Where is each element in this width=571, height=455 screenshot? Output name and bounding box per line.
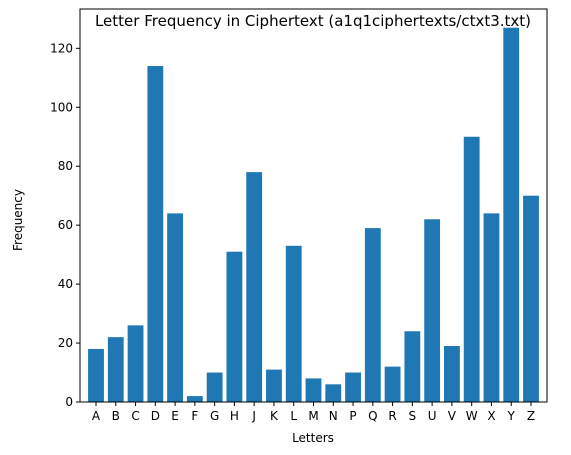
y-tick-label-40: 40 bbox=[58, 277, 73, 291]
bar-w bbox=[463, 136, 480, 402]
bar-e bbox=[167, 213, 183, 402]
bar-g bbox=[206, 372, 223, 402]
bar-r bbox=[384, 366, 401, 402]
x-tick-label-n: N bbox=[329, 409, 338, 423]
bar-m bbox=[305, 378, 322, 402]
bar-q bbox=[364, 228, 381, 402]
x-tick-label-c: C bbox=[131, 409, 139, 423]
x-axis-label: Letters bbox=[292, 431, 334, 445]
x-tick-label-x: X bbox=[487, 409, 495, 423]
y-tick-label-80: 80 bbox=[58, 159, 73, 173]
x-tick-label-q: Q bbox=[368, 409, 377, 423]
y-tick-label-120: 120 bbox=[50, 41, 73, 55]
bar-z bbox=[523, 195, 539, 402]
x-tick-label-e: E bbox=[171, 409, 179, 423]
bar-j bbox=[246, 172, 263, 402]
bar-l bbox=[285, 245, 302, 402]
x-tick-label-v: V bbox=[448, 409, 457, 423]
y-tick-label-60: 60 bbox=[58, 218, 73, 232]
bar-b bbox=[107, 337, 124, 402]
bar-a bbox=[88, 348, 104, 402]
bar-x bbox=[483, 213, 500, 402]
bar-n bbox=[325, 384, 342, 402]
bar-k bbox=[266, 369, 282, 402]
x-tick-label-j: J bbox=[251, 409, 256, 423]
x-tick-label-f: F bbox=[191, 409, 198, 423]
bar-p bbox=[345, 372, 361, 402]
x-tick-label-m: M bbox=[308, 409, 318, 423]
x-tick-label-l: L bbox=[290, 409, 297, 423]
bar-v bbox=[444, 346, 460, 402]
x-tick-label-d: D bbox=[151, 409, 160, 423]
bars-group bbox=[88, 27, 539, 403]
bar-y bbox=[503, 27, 520, 403]
y-axis: 0 20 40 60 80 100 120 bbox=[50, 41, 80, 409]
bar-u bbox=[424, 219, 441, 402]
bar-d bbox=[147, 66, 164, 402]
x-tick-label-h: H bbox=[230, 409, 239, 423]
y-tick-label-20: 20 bbox=[58, 336, 73, 350]
bar-h bbox=[226, 251, 243, 402]
y-tick-label-100: 100 bbox=[50, 100, 73, 114]
x-tick-label-r: R bbox=[388, 409, 396, 423]
x-tick-label-g: G bbox=[210, 409, 219, 423]
plot-frame bbox=[79, 8, 548, 403]
y-axis-label: Frequency bbox=[11, 189, 25, 251]
y-tick-label-0: 0 bbox=[65, 395, 73, 409]
x-tick-label-b: B bbox=[112, 409, 120, 423]
bar-s bbox=[404, 331, 421, 402]
x-tick-label-y: Y bbox=[507, 409, 516, 423]
x-tick-label-p: P bbox=[349, 409, 356, 423]
x-tick-label-a: A bbox=[92, 409, 101, 423]
bar-c bbox=[127, 325, 144, 402]
chart-title: Letter Frequency in Ciphertext (a1q1ciph… bbox=[95, 12, 531, 30]
x-tick-label-k: K bbox=[270, 409, 279, 423]
x-tick-label-s: S bbox=[409, 409, 417, 423]
x-tick-label-z: Z bbox=[527, 409, 535, 423]
bar-f bbox=[186, 396, 203, 402]
x-tick-label-u: U bbox=[428, 409, 437, 423]
x-tick-label-w: W bbox=[466, 409, 478, 423]
